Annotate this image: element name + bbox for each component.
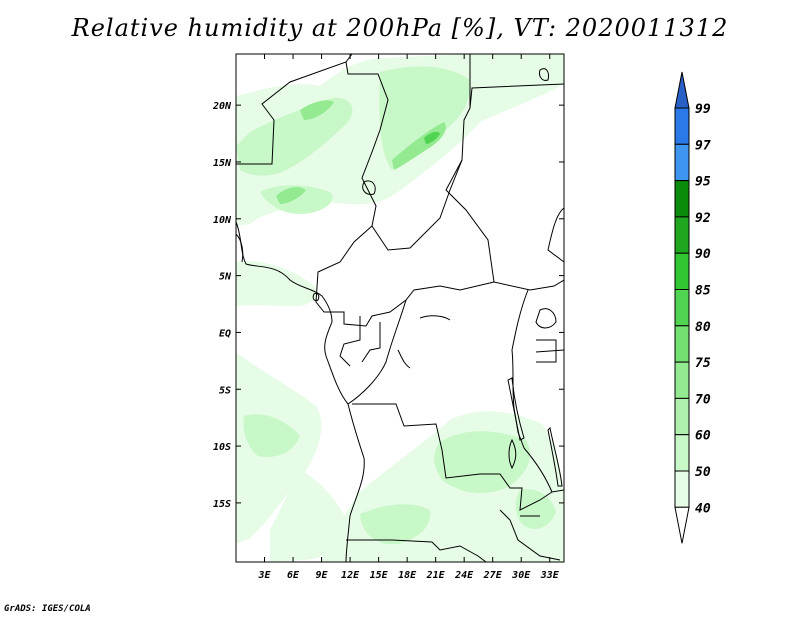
border-f <box>547 207 564 263</box>
border-i <box>511 289 529 449</box>
lat-tick-label: 10S <box>213 442 231 453</box>
humidity-core-south <box>360 504 431 545</box>
lon-tick-label: 30E <box>511 570 531 581</box>
colorbar-label: 40 <box>695 501 711 516</box>
borders <box>236 54 564 562</box>
lon-tick-label: 24E <box>454 570 474 581</box>
border-g <box>347 299 407 405</box>
colorbar-segment <box>674 397 690 436</box>
colorbar-top-arrow <box>674 71 690 109</box>
border-k <box>346 539 487 562</box>
border-o <box>499 509 561 561</box>
lat-tick-label: 15N <box>213 158 232 169</box>
map-title: Relative humidity at 200hPa [%], VT: 202… <box>71 14 729 42</box>
colorbar-label: 50 <box>695 465 711 480</box>
coastline-west <box>236 221 365 562</box>
lake-volta <box>236 233 244 263</box>
humidity-core-far-se <box>515 489 556 529</box>
colorbar-label: 85 <box>695 284 711 299</box>
border-e <box>315 225 495 327</box>
humidity-max-northwest <box>300 100 334 120</box>
colorbar-label: 80 <box>695 320 711 335</box>
rivers-center <box>397 315 451 369</box>
colorbar-segment <box>674 470 690 508</box>
colorbar-label: 60 <box>695 429 711 444</box>
lat-axis: 20N 15N 10N 5N EQ 5S 10S 15S <box>212 101 564 510</box>
humidity-core-west <box>260 185 333 214</box>
colorbar-segment <box>674 289 690 327</box>
lake-kivu <box>508 438 517 470</box>
lake-chad <box>362 180 376 195</box>
colorbar-segment <box>674 107 690 145</box>
humidity-core-southwest <box>243 414 300 458</box>
colorbar-segment <box>674 143 690 182</box>
colorbar-label: 92 <box>695 211 711 226</box>
lake-victoria <box>535 308 557 329</box>
humidity-area-south-strip <box>270 470 351 562</box>
colorbar-segment <box>674 252 690 290</box>
border-n <box>361 322 381 363</box>
island-bioko <box>312 293 320 301</box>
lon-tick-label: 12E <box>341 570 360 581</box>
lon-tick-label: 3E <box>257 570 271 581</box>
colorbar-label: 70 <box>695 392 711 407</box>
humidity-area-coast <box>236 261 317 306</box>
colorbar-segment <box>674 325 690 363</box>
lon-axis: 3E 6E 9E 12E 15E 18E 21E 24E 27E 30E 33E <box>257 54 560 581</box>
border-l <box>535 339 564 363</box>
lake-north <box>539 68 549 81</box>
colorbar-segment <box>674 180 690 218</box>
lat-tick-label: 5S <box>219 385 231 396</box>
grads-credit: GrADS: IGES/COLA <box>4 604 91 614</box>
lat-tick-label: 10N <box>213 215 232 226</box>
colorbar-segment <box>674 361 690 399</box>
colorbar-bottom-arrow <box>674 506 690 544</box>
lon-tick-label: 15E <box>370 570 389 581</box>
lon-tick-label: 21E <box>426 570 446 581</box>
border-h <box>352 403 553 511</box>
colorbar: 99 97 95 92 90 85 80 75 70 60 50 40 <box>674 71 711 544</box>
colorbar-label: 75 <box>695 356 711 371</box>
lake-malawi <box>547 426 563 487</box>
lat-tick-label: 5N <box>219 272 232 283</box>
colorbar-label: 99 <box>695 102 711 117</box>
lake-tanganyika <box>507 377 525 441</box>
colorbar-label: 95 <box>695 175 711 190</box>
humidity-peak-north <box>424 131 440 144</box>
humidity-max-west <box>276 187 306 204</box>
humidity-core-southeast <box>434 431 530 494</box>
humidity-shading <box>236 54 564 562</box>
colorbar-label: 97 <box>695 138 711 153</box>
humidity-core-north <box>379 66 471 170</box>
colorbar-segment <box>674 434 690 472</box>
border-j <box>523 447 564 493</box>
border-m <box>339 316 361 367</box>
lon-tick-label: 18E <box>398 570 417 581</box>
border-d <box>445 159 564 291</box>
colorbar-label: 90 <box>695 247 711 262</box>
humidity-core-northwest <box>236 97 353 176</box>
lon-tick-label: 27E <box>483 570 503 581</box>
colorbar-segment <box>674 216 690 254</box>
border-c <box>469 83 564 109</box>
map-frame <box>235 53 565 563</box>
lat-tick-label: 20N <box>212 101 232 112</box>
lon-tick-label: 6E <box>287 570 300 581</box>
lon-tick-label: 9E <box>316 570 329 581</box>
lon-tick-label: 33E <box>540 570 560 581</box>
lat-tick-label: EQ <box>219 328 231 339</box>
lat-tick-label: 15S <box>213 499 231 510</box>
